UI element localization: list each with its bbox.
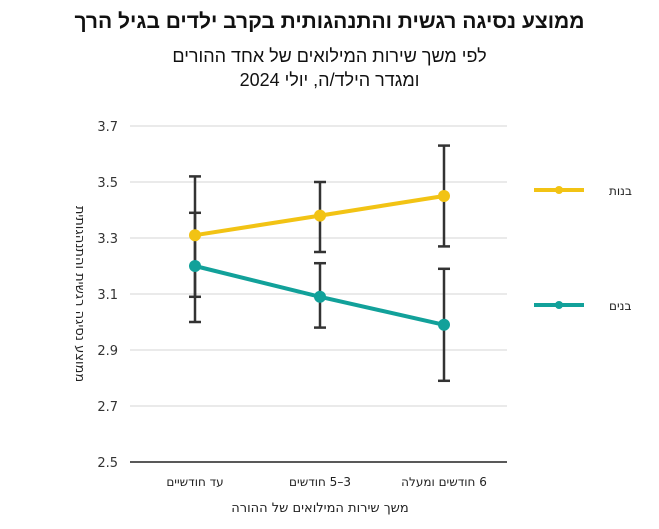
chart-subtitle-line-2: ומגדר הילד/ה, יולי 2024 [239, 70, 420, 90]
legend-marker [555, 301, 563, 309]
y-tick-label: 3.7 [97, 120, 118, 135]
legend-marker [555, 186, 563, 194]
y-tick-label: 3.1 [97, 288, 118, 303]
y-tick-label: 3.3 [97, 232, 118, 247]
data-point [438, 190, 450, 202]
x-axis-label: משך שירות המילואים של ההורה [231, 501, 408, 516]
y-tick-label: 2.5 [97, 456, 118, 471]
x-tick-label: עד חודשיים [166, 475, 223, 489]
data-point [438, 318, 450, 331]
legend-label: בנים [609, 299, 631, 313]
data-point [189, 260, 201, 272]
data-point [189, 229, 201, 242]
x-tick-label: 6 חודשים ומעלה [401, 475, 487, 489]
y-tick-label: 2.7 [97, 400, 118, 415]
data-point [314, 290, 326, 303]
y-tick-label: 3.5 [97, 176, 118, 191]
chart-subtitle-line-1: לפי משך שירות המילואים של אחד ההורים [172, 46, 487, 66]
legend-label: בנות [609, 184, 632, 198]
y-tick-label: 2.9 [97, 344, 118, 359]
data-point [314, 209, 326, 222]
chart-title: ממוצע נסיגה רגשית והתנהגותית בקרב ילדים … [74, 10, 585, 33]
y-axis-label: ממוצע נסיגה רגשית והתנהגותית [72, 206, 87, 382]
x-tick-label: 3–5 חודשים [289, 475, 351, 489]
